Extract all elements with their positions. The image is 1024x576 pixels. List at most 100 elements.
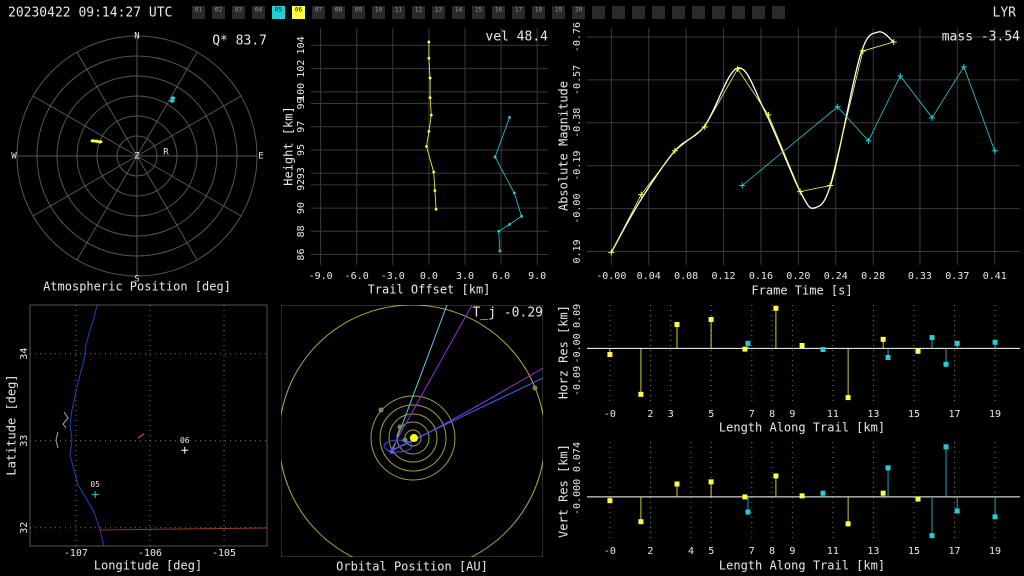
stem-marker xyxy=(800,343,805,348)
camera-tab-label[interactable]: 02 xyxy=(215,7,223,14)
camera-tab[interactable] xyxy=(612,6,625,19)
sky-point xyxy=(170,96,175,99)
point xyxy=(427,130,430,133)
y-tick-label: -0.000 xyxy=(572,479,583,515)
timestamp: 20230422 09:14:27 UTC xyxy=(8,6,172,21)
camera-tab[interactable] xyxy=(772,6,785,19)
camera-tab-label[interactable]: 20 xyxy=(575,7,583,14)
stem-marker xyxy=(886,355,891,360)
y-tick-label: -0.09 xyxy=(572,366,583,396)
x-tick-label: 9 xyxy=(789,546,795,557)
stem-marker xyxy=(846,395,851,400)
camera-tab[interactable] xyxy=(592,6,605,19)
point xyxy=(432,171,435,174)
camera-tab-label[interactable]: 18 xyxy=(535,7,543,14)
stem-marker xyxy=(916,349,921,354)
stem-marker xyxy=(607,352,612,357)
stem-marker xyxy=(955,508,960,513)
stem-marker xyxy=(742,347,747,352)
camera-tab-label[interactable]: 06 xyxy=(295,7,303,14)
x-tick-label: 17 xyxy=(948,546,960,557)
x-tick-label: 15 xyxy=(908,409,920,420)
camera-tab-label[interactable]: 05 xyxy=(275,7,283,14)
x-tick-label: 0.08 xyxy=(674,271,698,282)
point xyxy=(427,41,430,44)
y-tick-label: -0.00 xyxy=(572,194,583,224)
x-tick-label: 0.20 xyxy=(786,271,810,282)
x-tick-label: 9.0 xyxy=(528,271,546,282)
stem-marker xyxy=(820,347,825,352)
point xyxy=(520,215,523,218)
y-tick-label: 33 xyxy=(19,435,30,447)
point xyxy=(429,77,432,80)
y-tick-label: 0.19 xyxy=(572,239,583,263)
camera-tab[interactable] xyxy=(652,6,665,19)
x-tick-label: 0.33 xyxy=(908,271,932,282)
camera-tab-label[interactable]: 17 xyxy=(515,7,523,14)
x-tick-label: 7 xyxy=(749,409,755,420)
stem-marker xyxy=(773,473,778,478)
x-tick-label: 5 xyxy=(708,409,714,420)
camera-tab-label[interactable]: 07 xyxy=(315,7,323,14)
camera-tab[interactable] xyxy=(712,6,725,19)
x-tick-label: 9 xyxy=(789,409,795,420)
point xyxy=(494,156,497,159)
camera-tab[interactable] xyxy=(752,6,765,19)
camera-tab-label[interactable]: 03 xyxy=(235,7,243,14)
stem-marker xyxy=(742,494,747,499)
stem-marker xyxy=(881,337,886,342)
camera-tab-label[interactable]: 16 xyxy=(495,7,503,14)
sun xyxy=(410,434,418,442)
y-tick-label: -0.19 xyxy=(572,151,583,181)
x-tick-label: 19 xyxy=(989,409,1001,420)
y-label: Height [km] xyxy=(282,106,296,185)
annotation: mass -3.54 xyxy=(942,30,1020,45)
station-code: LYR xyxy=(993,6,1017,21)
camera-tab-label[interactable]: 12 xyxy=(415,7,423,14)
station-label: 06 xyxy=(180,436,190,445)
camera-tab[interactable] xyxy=(632,6,645,19)
station-label: 05 xyxy=(90,480,100,489)
stem-marker xyxy=(638,392,643,397)
y-tick-label: 104 xyxy=(296,36,307,54)
stem-marker xyxy=(745,510,750,515)
camera-tab-label[interactable]: 01 xyxy=(195,7,203,14)
stem-marker xyxy=(820,491,825,496)
y-tick-label: 95 xyxy=(296,144,307,156)
x-tick-label: 2 xyxy=(647,409,653,420)
y-tick-label: 92 xyxy=(296,179,307,191)
camera-tab-label[interactable]: 10 xyxy=(375,7,383,14)
y-label: Latitude [deg] xyxy=(5,374,19,475)
point xyxy=(427,57,430,60)
x-tick-label: 8 xyxy=(769,546,775,557)
x-tick-label: -6.0 xyxy=(345,271,369,282)
x-tick-label: 0.12 xyxy=(711,271,735,282)
x-tick-label: 8 xyxy=(769,409,775,420)
camera-tab-label[interactable]: 09 xyxy=(355,7,363,14)
stem-marker xyxy=(993,514,998,519)
stem-marker xyxy=(944,444,949,449)
point xyxy=(429,96,432,99)
camera-tab-label[interactable]: 13 xyxy=(435,7,443,14)
camera-tab[interactable] xyxy=(732,6,745,19)
stem-marker xyxy=(800,493,805,498)
camera-tab[interactable] xyxy=(692,6,705,19)
y-tick-label: 93 xyxy=(296,167,307,179)
stem-marker xyxy=(638,519,643,524)
stem-marker xyxy=(709,479,714,484)
y-tick-label: 0.074 xyxy=(572,442,583,472)
x-tick-label: 0.37 xyxy=(945,271,969,282)
camera-tab-label[interactable]: 14 xyxy=(455,7,463,14)
x-tick-label: 11 xyxy=(827,409,839,420)
point xyxy=(497,230,500,233)
camera-tab[interactable] xyxy=(672,6,685,19)
stem-marker xyxy=(916,497,921,502)
camera-tab-label[interactable]: 04 xyxy=(255,7,263,14)
camera-tab-label[interactable]: 08 xyxy=(335,7,343,14)
camera-tab-label[interactable]: 11 xyxy=(395,7,403,14)
camera-tab-label[interactable]: 15 xyxy=(475,7,483,14)
x-tick-label: 0.04 xyxy=(637,271,661,282)
stem-marker xyxy=(930,335,935,340)
camera-tab-label[interactable]: 19 xyxy=(555,7,563,14)
